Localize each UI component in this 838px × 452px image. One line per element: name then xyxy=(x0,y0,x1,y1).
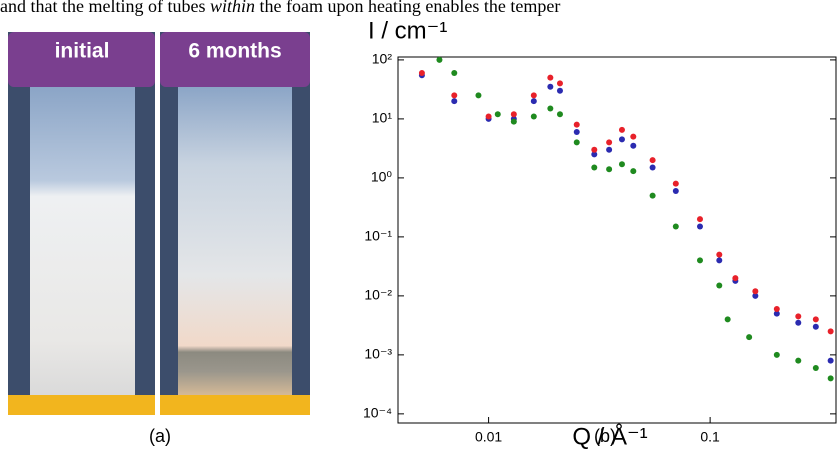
text-part: within xyxy=(210,0,255,16)
data-point xyxy=(773,310,780,317)
data-point xyxy=(812,323,819,330)
data-point xyxy=(672,223,679,230)
data-point xyxy=(827,328,834,335)
data-point xyxy=(649,157,656,164)
data-point xyxy=(696,216,703,223)
data-point xyxy=(573,121,580,128)
caption: (a) xyxy=(149,426,171,446)
data-point xyxy=(591,151,598,158)
y-tick-label: 10⁰ xyxy=(371,169,393,185)
y-tick-label: 10⁻⁴ xyxy=(363,405,392,421)
data-point xyxy=(591,164,598,171)
data-point xyxy=(618,136,625,143)
data-point xyxy=(732,275,739,282)
data-point xyxy=(573,139,580,146)
data-point xyxy=(485,113,492,120)
x-axis-title: Q / Å⁻¹ xyxy=(572,422,647,450)
data-point xyxy=(795,319,802,326)
data-point xyxy=(630,133,637,140)
data-point xyxy=(618,161,625,168)
data-point xyxy=(649,192,656,199)
data-point xyxy=(451,98,458,105)
y-tick-label: 10⁻¹ xyxy=(364,228,392,244)
body-text: and that the melting of tubes within the… xyxy=(0,0,560,16)
photo-label: 6 months xyxy=(188,40,281,63)
y-tick-label: 10¹ xyxy=(372,110,393,126)
data-point xyxy=(649,164,656,171)
data-point xyxy=(696,223,703,230)
data-point xyxy=(556,111,563,118)
text-part: the foam upon heating enables the temper xyxy=(255,0,560,16)
data-point xyxy=(795,313,802,320)
data-point xyxy=(716,282,723,289)
data-point xyxy=(773,351,780,358)
y-tick-label: 10² xyxy=(372,51,393,67)
data-point xyxy=(752,292,759,299)
x-tick-label: 0.01 xyxy=(475,429,502,445)
data-point xyxy=(827,357,834,364)
photo-label: initial xyxy=(55,40,110,63)
data-point xyxy=(547,74,554,81)
y-tick-label: 10⁻³ xyxy=(364,346,392,362)
caption: (b) xyxy=(594,426,616,446)
data-point xyxy=(436,56,443,63)
data-point xyxy=(724,316,731,323)
data-point xyxy=(510,118,517,125)
data-point xyxy=(827,375,834,382)
data-point xyxy=(530,113,537,120)
data-point xyxy=(606,146,613,153)
data-point xyxy=(556,80,563,87)
data-point xyxy=(795,357,802,364)
data-point xyxy=(547,83,554,90)
data-point xyxy=(752,288,759,295)
data-point xyxy=(606,166,613,173)
data-point xyxy=(630,168,637,175)
data-point xyxy=(716,251,723,258)
data-point xyxy=(547,105,554,112)
photo: initial 6 months xyxy=(8,32,310,415)
data-point xyxy=(696,257,703,264)
chart: 10² 10¹ 10⁰ 10⁻¹ 10⁻² 10⁻³ 10⁻⁴ 0.01 0.1 I / cm⁻¹… xyxy=(363,17,837,450)
data-point xyxy=(475,92,482,99)
x-tick-label: 0.1 xyxy=(700,429,720,445)
data-point xyxy=(672,187,679,194)
data-point xyxy=(510,111,517,118)
data-point xyxy=(591,146,598,153)
data-point xyxy=(606,139,613,146)
data-point xyxy=(556,87,563,94)
data-point xyxy=(530,92,537,99)
data-point xyxy=(746,334,753,341)
data-point xyxy=(672,180,679,187)
data-point xyxy=(530,98,537,105)
data-point xyxy=(573,128,580,135)
y-axis-title: I / cm⁻¹ xyxy=(368,17,447,44)
data-point xyxy=(630,142,637,149)
data-point xyxy=(451,69,458,76)
y-tick-label: 10⁻² xyxy=(364,287,392,303)
plot-frame xyxy=(397,56,837,424)
data-point xyxy=(773,305,780,312)
data-point xyxy=(418,69,425,76)
data-point xyxy=(716,257,723,264)
data-point xyxy=(812,316,819,323)
data-point xyxy=(812,364,819,371)
data-point xyxy=(451,92,458,99)
data-point xyxy=(494,111,501,118)
text-part: and that the melting of tubes xyxy=(0,0,210,16)
data-point xyxy=(618,126,625,133)
